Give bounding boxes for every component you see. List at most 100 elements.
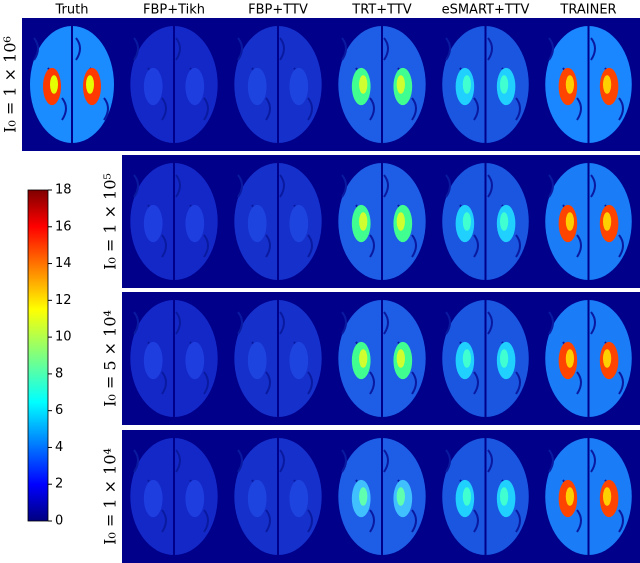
colorbar-tick-label: 12 — [55, 293, 72, 308]
lesion-core — [602, 75, 612, 94]
image-cell — [537, 155, 640, 288]
lesion-core — [602, 487, 612, 506]
sulcus — [576, 509, 582, 533]
sulcus — [618, 371, 624, 395]
lesion-core — [396, 212, 405, 231]
lesion — [247, 341, 267, 380]
sulcus — [369, 509, 375, 533]
sulcus — [369, 234, 375, 258]
image-cell — [226, 155, 330, 288]
image-cell — [122, 430, 226, 563]
sulcus — [445, 449, 451, 473]
sulcus — [369, 371, 375, 395]
lesion-core — [396, 349, 405, 368]
sulcus — [576, 97, 582, 121]
column-title: FBP+TTV — [248, 3, 308, 18]
lesion — [143, 479, 163, 518]
sulcus — [618, 234, 624, 258]
sulcus — [383, 311, 389, 335]
sulcus — [445, 37, 451, 61]
sulcus — [383, 449, 389, 473]
sulcus — [473, 97, 479, 121]
lesion-core — [359, 349, 368, 368]
lesion-core — [565, 212, 575, 231]
lesion-core — [50, 75, 58, 94]
image-cell — [122, 18, 226, 151]
sulcus — [133, 37, 139, 61]
sulcus — [473, 509, 479, 533]
sulcus — [618, 97, 624, 121]
lesion — [247, 479, 267, 518]
sulcus — [411, 509, 417, 533]
sulcus — [237, 174, 243, 198]
sulcus — [279, 311, 285, 335]
sulcus — [237, 449, 243, 473]
image-cell — [226, 292, 330, 425]
colorbar-tick-label: 0 — [55, 514, 63, 529]
lesion — [247, 67, 267, 106]
sulcus — [265, 234, 271, 258]
lesion-core — [462, 487, 472, 506]
colorbar-tick-label: 18 — [55, 183, 72, 198]
sulcus — [590, 37, 596, 61]
sulcus — [590, 449, 596, 473]
lesion — [289, 204, 309, 243]
image-cell — [122, 155, 226, 288]
lesion-core — [499, 349, 509, 368]
lesion-core — [565, 75, 575, 94]
sulcus — [307, 371, 313, 395]
sulcus — [265, 509, 271, 533]
sulcus — [265, 97, 271, 121]
sulcus — [33, 37, 39, 61]
sulcus — [618, 509, 624, 533]
lesion-core — [499, 75, 509, 94]
image-cell — [434, 155, 537, 288]
sulcus — [203, 509, 209, 533]
sulcus — [515, 234, 521, 258]
sulcus — [203, 97, 209, 121]
sulcus — [203, 234, 209, 258]
lesion-core — [462, 212, 472, 231]
sulcus — [103, 97, 109, 121]
sulcus — [237, 311, 243, 335]
sulcus — [548, 37, 554, 61]
image-cell — [330, 292, 434, 425]
sulcus — [411, 234, 417, 258]
row-label: I₀ = 5 × 10⁴ — [101, 310, 120, 407]
sulcus — [548, 311, 554, 335]
sulcus — [237, 37, 243, 61]
lesion — [289, 341, 309, 380]
sulcus — [341, 449, 347, 473]
image-cell — [330, 18, 434, 151]
sulcus — [133, 449, 139, 473]
image-cell — [537, 430, 640, 563]
lesion-core — [602, 349, 612, 368]
sulcus — [548, 174, 554, 198]
sulcus — [411, 371, 417, 395]
sulcus — [307, 97, 313, 121]
lesion — [289, 67, 309, 106]
sulcus — [487, 449, 493, 473]
sulcus — [383, 37, 389, 61]
lesion-core — [396, 75, 405, 94]
column-title: TRT+TTV — [351, 3, 412, 18]
lesion-core — [396, 487, 405, 506]
colorbar — [27, 189, 49, 522]
sulcus — [445, 174, 451, 198]
lesion-core — [359, 487, 368, 506]
lesion-core — [462, 349, 472, 368]
sulcus — [175, 174, 181, 198]
sulcus — [383, 174, 389, 198]
sulcus — [487, 311, 493, 335]
image-cell — [434, 18, 537, 151]
lesion-core — [565, 487, 575, 506]
sulcus — [487, 174, 493, 198]
lesion-core — [565, 349, 575, 368]
colorbar-tick-label: 8 — [55, 366, 63, 381]
sulcus — [161, 97, 167, 121]
colorbar-tick-label: 6 — [55, 403, 63, 418]
sulcus — [590, 174, 596, 198]
sulcus — [576, 234, 582, 258]
sulcus — [576, 371, 582, 395]
